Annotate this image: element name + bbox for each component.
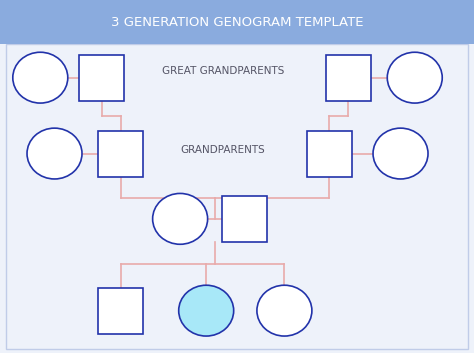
FancyBboxPatch shape bbox=[307, 131, 352, 176]
FancyBboxPatch shape bbox=[79, 55, 124, 101]
Text: 3 GENERATION GENOGRAM TEMPLATE: 3 GENERATION GENOGRAM TEMPLATE bbox=[111, 16, 363, 29]
Ellipse shape bbox=[27, 128, 82, 179]
Ellipse shape bbox=[387, 52, 442, 103]
FancyBboxPatch shape bbox=[99, 288, 143, 334]
FancyBboxPatch shape bbox=[0, 0, 474, 44]
Ellipse shape bbox=[257, 285, 312, 336]
Text: GRANDPARENTS: GRANDPARENTS bbox=[181, 145, 265, 155]
Ellipse shape bbox=[153, 193, 208, 244]
Ellipse shape bbox=[179, 285, 234, 336]
Ellipse shape bbox=[373, 128, 428, 179]
FancyBboxPatch shape bbox=[99, 131, 143, 176]
Ellipse shape bbox=[13, 52, 68, 103]
Text: GREAT GRANDPARENTS: GREAT GRANDPARENTS bbox=[162, 66, 284, 76]
FancyBboxPatch shape bbox=[221, 196, 266, 242]
FancyBboxPatch shape bbox=[326, 55, 371, 101]
